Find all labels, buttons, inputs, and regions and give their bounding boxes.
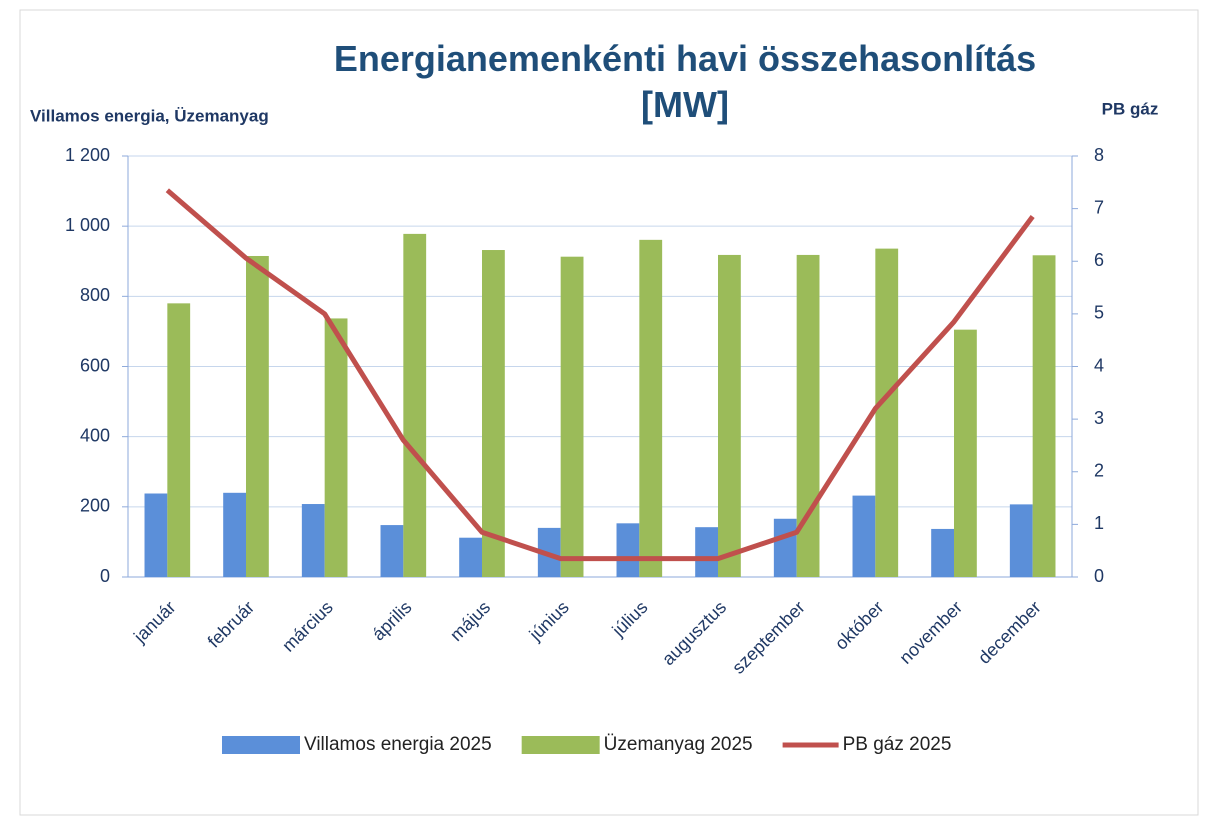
- bar: [796, 254, 820, 577]
- x-tick-label: november: [895, 597, 966, 668]
- y2-axis-label: PB gáz: [1102, 99, 1159, 118]
- y-tick-label: 0: [100, 566, 110, 586]
- bar: [560, 256, 584, 577]
- y-tick-label: 400: [80, 425, 110, 445]
- legend-swatch: [521, 736, 600, 754]
- x-tick-label: május: [446, 597, 494, 645]
- x-tick-label: augusztus: [658, 597, 730, 669]
- bar: [852, 495, 876, 577]
- legend-label: Üzemanyag 2025: [604, 734, 753, 755]
- x-tick-label: december: [974, 597, 1045, 668]
- bar: [144, 493, 168, 577]
- bar: [875, 248, 899, 577]
- bar: [459, 537, 482, 577]
- y-tick-label: 1 000: [65, 215, 110, 235]
- bar: [954, 329, 977, 577]
- chart-title: Energianemenkénti havi összehasonlítás […: [333, 38, 1037, 125]
- line-series: [165, 188, 1035, 562]
- y2-tick-label: 1: [1094, 513, 1104, 533]
- bar: [167, 303, 191, 577]
- bar: [403, 233, 427, 577]
- bar: [246, 255, 269, 578]
- x-tick-label: július: [608, 597, 652, 641]
- y2-tick-label: 4: [1094, 355, 1104, 375]
- bar: [616, 523, 640, 577]
- y-tick-label: 200: [80, 496, 110, 516]
- bar: [324, 318, 348, 577]
- x-tick-label: október: [831, 597, 888, 654]
- x-tick-label: április: [368, 597, 415, 644]
- y-tick-label: 800: [80, 285, 110, 305]
- bar: [931, 528, 954, 577]
- bar: [639, 239, 663, 577]
- bar: [301, 504, 325, 577]
- bar: [1032, 255, 1056, 577]
- bar: [380, 525, 404, 577]
- y2-tick-label: 5: [1094, 303, 1104, 323]
- y-tick-label: 1 200: [65, 145, 110, 165]
- chart-frame: [19, 9, 1199, 816]
- x-tick-label: március: [278, 597, 337, 656]
- x-tick-label: szeptember: [728, 597, 809, 678]
- bar: [718, 254, 741, 577]
- y2-tick-label: 7: [1094, 197, 1104, 217]
- y2-tick-label: 3: [1094, 408, 1104, 428]
- y-tick-label: 600: [80, 355, 110, 375]
- y2-tick-label: 6: [1094, 250, 1104, 270]
- bar: [1009, 504, 1033, 577]
- x-tick-label: február: [204, 597, 258, 651]
- legend-label: PB gáz 2025: [843, 734, 952, 755]
- legend-swatch: [222, 736, 300, 754]
- y-axis-label: Villamos energia, Üzemanyag: [30, 106, 269, 125]
- y2-tick-label: 0: [1094, 566, 1104, 586]
- y2-tick-label: 2: [1094, 461, 1104, 481]
- y2-tick-label: 8: [1094, 145, 1104, 165]
- bar: [223, 492, 246, 577]
- x-tick-label: január: [129, 597, 179, 647]
- bar: [773, 518, 797, 577]
- bar: [482, 250, 505, 578]
- bar: [695, 527, 718, 577]
- x-tick-label: június: [525, 597, 573, 645]
- legend-label: Villamos energia 2025: [304, 734, 492, 755]
